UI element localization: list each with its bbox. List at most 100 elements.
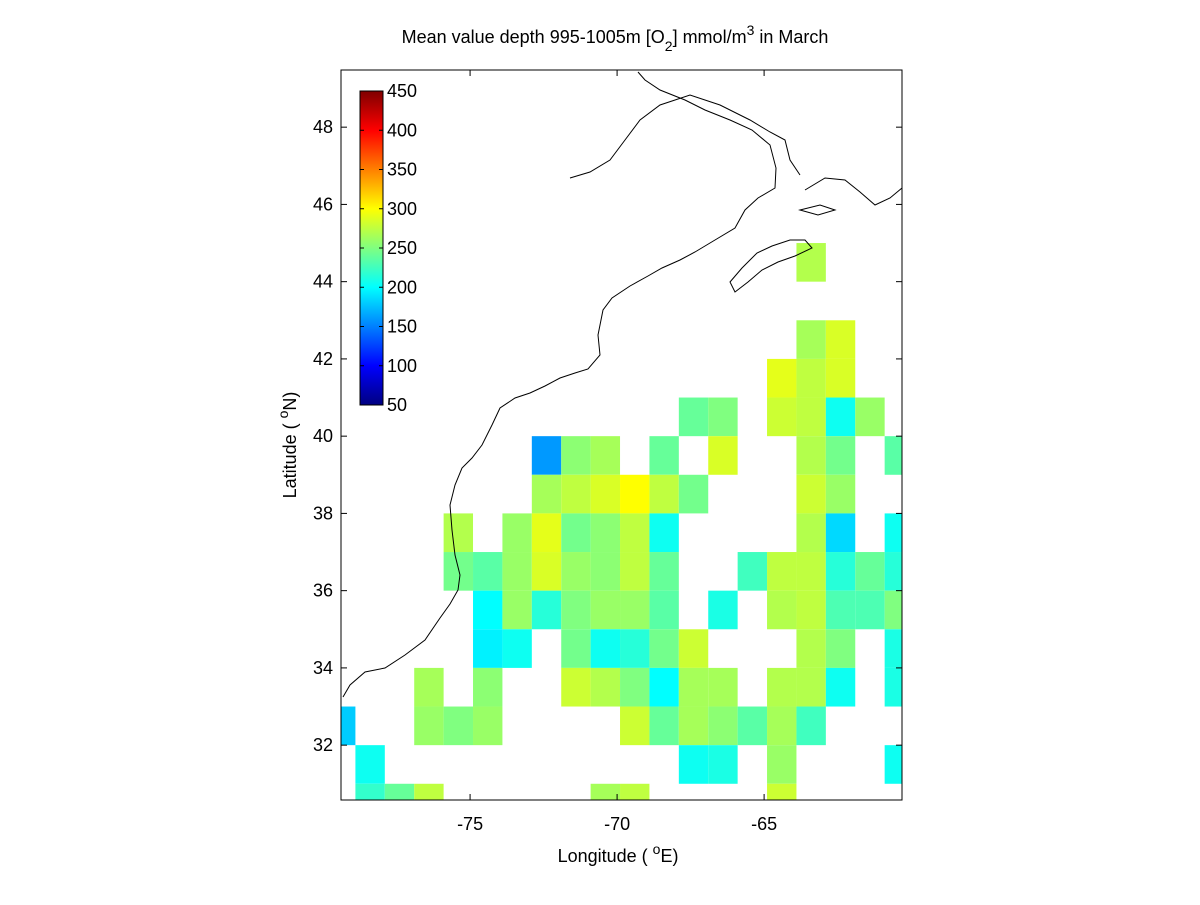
heat-cell [590,629,621,668]
plot-frame [340,69,903,801]
heat-cell [855,552,885,591]
chart-title: Mean value depth 995-1005m [O2] mmol/m3 … [402,22,829,54]
heat-cell [620,474,650,514]
y-tick-label: 34 [313,658,333,678]
heat-cell [620,783,650,800]
heat-cell [502,552,532,591]
heat-cell [502,629,532,668]
heat-cell [620,513,650,553]
heat-cell [737,706,768,746]
heat-cell [590,436,621,475]
ylabel-part: N) [280,392,300,411]
heat-cell [649,629,679,668]
coast-us [342,71,777,698]
heat-cell [473,590,503,630]
heat-cell [561,590,591,630]
x-axis-label: Longitude ( oE) [558,841,679,866]
heat-cell [531,513,562,553]
title-sub: 2 [665,38,673,54]
x-tick-label: -65 [751,814,777,834]
heat-cell [620,590,650,630]
xlabel-sup: o [653,841,661,857]
heat-cell [884,667,902,707]
heat-cell [708,667,738,707]
coast-cape-breton [804,177,903,206]
heat-cell [502,513,532,553]
heat-cell [649,552,679,591]
colorbar: 50 100 150 200 250 300 350 400 450 [359,81,417,415]
heat-cell [884,629,902,668]
heat-cell [796,513,826,553]
title-part: in March [754,27,828,47]
ylabel-sup: o [275,410,291,418]
cells [341,243,902,800]
heat-cell [649,474,679,514]
heat-cell [561,436,591,475]
y-tick-label: 46 [313,194,333,214]
heat-cell [796,590,826,630]
heat-cell [590,667,621,707]
heat-cell [796,358,826,398]
heat-cell [796,629,826,668]
heat-cell [414,667,444,707]
title-sup: 3 [747,22,755,38]
heat-cell [414,783,444,800]
y-tick-label: 42 [313,349,333,369]
colorbar-tick-label: 100 [387,356,417,376]
heat-cell [767,783,797,800]
heat-cell [767,745,797,784]
title-part: ] mmol/m [673,27,747,47]
heat-cell [796,474,826,514]
heat-cell [708,436,738,475]
y-tick-label: 44 [313,272,333,292]
heat-cell [531,590,562,630]
heat-cell [825,513,856,553]
xlabel-part: E) [660,846,678,866]
heat-cell [678,397,709,437]
heat-cell [884,436,902,475]
coast-pei [798,204,837,216]
heat-cell [649,590,679,630]
heat-cell [737,552,768,591]
heat-cell [531,436,562,475]
title-part: Mean value depth 995-1005m [O [402,27,665,47]
heat-cell [561,474,591,514]
y-axis-label: Latitude ( oN) [275,392,300,499]
heat-cell [708,397,738,437]
heat-cell [708,590,738,630]
heat-cell [767,358,797,398]
heat-cell [355,745,385,784]
heat-cell [473,629,503,668]
heat-cell [531,474,562,514]
heat-cell [473,552,503,591]
heat-cell [649,706,679,746]
heat-cell [443,513,474,553]
heat-cell [620,706,650,746]
heat-cell [502,590,532,630]
x-tick-label: -70 [604,814,630,834]
colorbar-tick-label: 300 [387,199,417,219]
xlabel-part: Longitude ( [558,846,653,866]
heat-cell [620,629,650,668]
heat-cell [561,552,591,591]
heat-cell [796,706,826,746]
axes: -75 -70 -65 32 34 36 38 40 42 44 46 48 [313,70,902,834]
heat-cell [855,590,885,630]
heat-cell [620,667,650,707]
coastline [342,71,903,698]
heat-cell [678,706,709,746]
heat-cell [796,243,826,282]
heat-cell [678,745,709,784]
heat-cell [678,474,709,514]
colorbar-tick-label: 350 [387,160,417,180]
heat-cell [561,667,591,707]
heat-cell [796,552,826,591]
heat-cell [473,667,503,707]
y-tick-label: 40 [313,426,333,446]
heat-cell [825,629,856,668]
heat-cell [825,397,856,437]
heat-cell [825,436,856,475]
heat-cell [649,667,679,707]
heat-cell [796,397,826,437]
